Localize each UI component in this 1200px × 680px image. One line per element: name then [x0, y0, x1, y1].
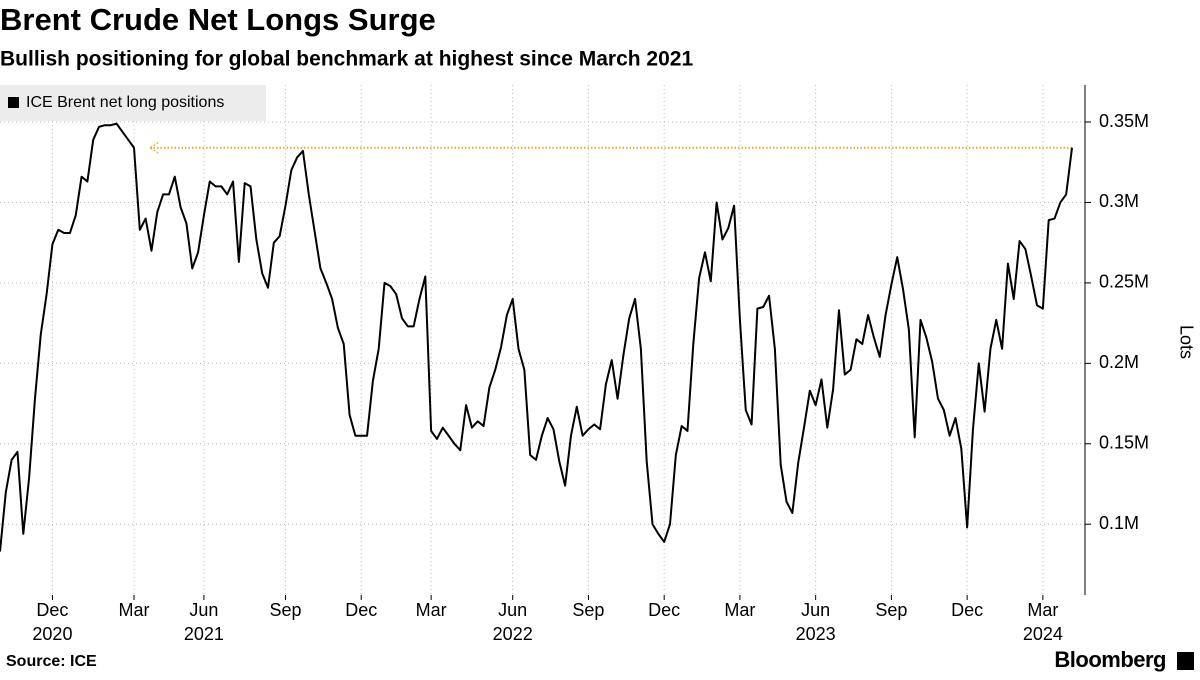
y-tick-label: 0.2M	[1099, 352, 1139, 372]
x-tick-label: Dec	[951, 600, 983, 620]
series-line	[0, 122, 1073, 552]
legend-label: ICE Brent net long positions	[26, 94, 224, 111]
x-year-label: 2021	[184, 624, 224, 644]
legend-box	[0, 85, 266, 121]
y-tick-label: 0.1M	[1099, 513, 1139, 533]
y-tick-label: 0.15M	[1099, 433, 1149, 453]
brand-icon	[1177, 652, 1194, 670]
x-year-label: 2022	[493, 624, 533, 644]
brand: Bloomberg	[1054, 647, 1166, 672]
x-year-label: 2023	[796, 624, 836, 644]
x-tick-label: Jun	[189, 600, 218, 620]
x-tick-label: Dec	[36, 600, 68, 620]
x-tick-label: Jun	[801, 600, 830, 620]
x-tick-label: Sep	[572, 600, 604, 620]
y-tick-label: 0.35M	[1099, 111, 1149, 131]
x-tick-label: Sep	[875, 600, 907, 620]
x-tick-label: Dec	[648, 600, 680, 620]
x-tick-label: Jun	[498, 600, 527, 620]
x-tick-label: Mar	[416, 600, 447, 620]
y-tick-label: 0.3M	[1099, 191, 1139, 211]
x-tick-label: Mar	[724, 600, 755, 620]
x-tick-label: Dec	[345, 600, 377, 620]
chart-subtitle: Bullish positioning for global benchmark…	[0, 48, 693, 71]
x-tick-label: Mar	[119, 600, 150, 620]
source: Source: ICE	[6, 653, 97, 670]
x-tick-label: Sep	[269, 600, 301, 620]
y-tick-label: 0.25M	[1099, 272, 1149, 292]
x-tick-label: Mar	[1027, 600, 1058, 620]
legend-swatch	[8, 97, 19, 108]
x-year-label: 2020	[32, 624, 72, 644]
x-year-label: 2024	[1023, 624, 1063, 644]
chart-title: Brent Crude Net Longs Surge	[0, 2, 436, 37]
y-axis-label: Lots	[1176, 325, 1196, 359]
